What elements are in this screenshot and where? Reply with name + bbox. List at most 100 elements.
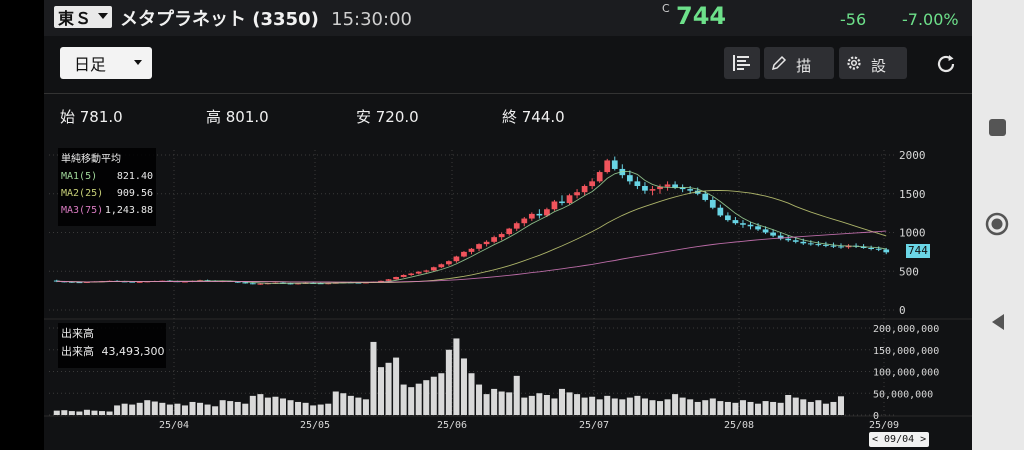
refresh-button[interactable] [934,52,958,76]
volume-bar [755,403,762,415]
legend-ma2: MA2(25) 909.56 [61,185,153,202]
volume-bar [332,391,339,415]
settings-button[interactable]: 設定 [839,47,907,79]
volume-bar [204,404,211,415]
volume-bar [264,397,271,415]
volume-tick-label: 100,000,000 [873,368,939,379]
volume-bar [581,397,588,415]
candle-body [446,261,452,265]
candle-body [513,223,520,229]
stock-name: メタプラネット [120,9,246,30]
candle-body [136,281,143,283]
candle-body [747,224,754,227]
volume-bar [483,394,490,415]
volume-bar [144,400,151,415]
candle-body [807,243,814,245]
candle-body [634,181,641,186]
pencil-icon [770,52,788,74]
candlestick-chart[interactable]: 2000 1500 1000 500 0 200,000,000 150,000,000 10… [44,140,972,450]
volume-bar [76,411,83,415]
stock-time: 15:30:00 [331,9,412,30]
volume-bar [619,399,626,415]
candle-body [815,244,822,246]
candle-body [838,246,844,248]
volume-label: 出来高 [61,345,94,358]
volume-bar [641,398,648,415]
volume-bar [709,398,716,415]
volume-bar [61,410,68,415]
candle-body [423,270,430,272]
volume-bar [626,397,633,415]
legend-ma3: MA3(75) 1,243.88 [61,202,153,219]
low-value: 安 720.0 [356,108,419,126]
volume-bar [400,384,407,415]
volume-bar [340,393,347,415]
candle-body [574,192,580,196]
volume-bar [83,409,90,415]
volume-bar [430,376,437,415]
indicator-list-button[interactable] [724,47,760,79]
volume-bar [543,394,550,415]
candle-body [596,172,603,182]
recent-apps-icon[interactable] [989,119,1006,136]
volume-bar [717,401,724,415]
home-icon[interactable] [985,212,1009,236]
market-dropdown[interactable]: 東Ｓ [54,6,112,28]
candle-body [476,244,482,249]
draw-button[interactable]: 描画 [764,47,834,79]
candle-body [762,229,769,233]
ma3-line [56,230,887,283]
candle-body [234,281,241,283]
volume-bar [106,411,113,415]
volume-bar [385,362,392,415]
volume-bar [558,388,566,415]
candle-body [740,223,746,225]
divider [44,93,972,94]
volume-bar [53,410,60,415]
volume-bar [815,400,822,415]
x-tick-label: 25/05 [300,420,330,431]
chart-area[interactable]: 2000 1500 1000 500 0 200,000,000 150,000,000 10… [44,140,972,450]
x-tick-label: 25/08 [724,420,754,431]
candle-body [536,213,543,216]
price-tick-label: 1500 [899,188,926,201]
candle-body [687,189,694,191]
refresh-icon [937,55,955,73]
volume-tick-label: 50,000,000 [873,389,933,400]
ma2-name: MA2(25) [61,188,104,199]
volume-bar [114,405,121,415]
date-navigator[interactable]: < 09/04 > [869,432,930,447]
candle-body [777,235,784,239]
volume-bar [468,373,475,415]
volume-bar [393,357,400,415]
ma1-line [56,171,887,284]
volume-bar [513,375,520,415]
ma3-name: MA3(75) [61,205,104,216]
volume-bar [551,398,558,415]
volume-row: 出来高 43,493,300 [61,343,165,361]
volume-bar [460,358,467,415]
back-icon[interactable] [988,312,1008,332]
volume-bar [604,395,611,415]
candle-body [792,240,799,242]
volume-tick-label: 200,000,000 [873,324,939,335]
candle-body [400,274,407,277]
volume-value: 43,493,300 [101,345,165,358]
candle-body [664,184,671,187]
candle-body [68,281,75,283]
candle-body [657,186,663,190]
volume-bar [355,397,362,415]
volume-bar [325,403,332,415]
volume-bar [656,401,664,415]
volume-bar [159,402,166,415]
period-dropdown[interactable]: 日足 [60,47,152,79]
close-value: 終 744.0 [502,108,565,126]
volume-bar [574,394,581,415]
candle-body [491,237,497,242]
candle-body [453,256,460,262]
volume-bar [212,406,219,415]
price-tick-label: 500 [899,265,919,278]
volume-bar [370,341,377,415]
candle-body [242,282,249,284]
